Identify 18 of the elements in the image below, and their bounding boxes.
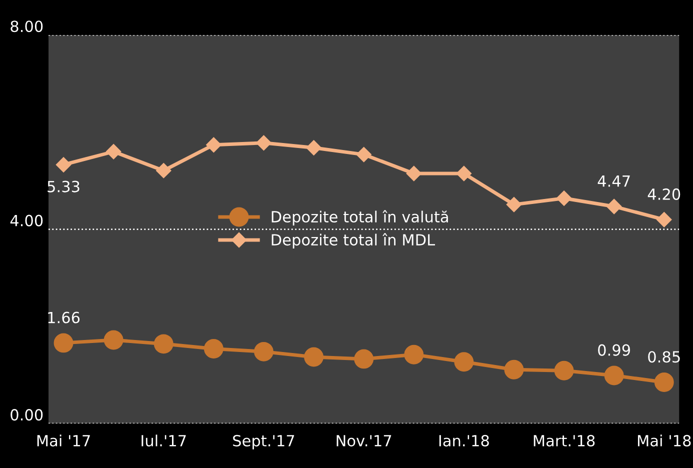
x-tick-label: Nov.'17 xyxy=(336,435,392,446)
y-tick-label: 4.00 xyxy=(10,214,43,226)
legend-label: Depozite total în valută xyxy=(272,210,448,226)
x-tick-label: Sept.'17 xyxy=(233,434,294,450)
x-tick-label: Ian.'18 xyxy=(439,434,489,446)
x-tick-label: Mart.'18 xyxy=(534,434,595,446)
legend-label: Depozite total în MDL xyxy=(272,233,435,249)
data-label: 4.47 xyxy=(598,176,630,187)
x-tick-label: Mai '17 xyxy=(37,434,90,446)
y-tick-label: 0.00 xyxy=(10,409,43,421)
data-label: 0.99 xyxy=(598,344,630,356)
data-label: 1.66 xyxy=(48,312,80,324)
data-label: 5.33 xyxy=(48,180,80,192)
data-label: 0.85 xyxy=(648,351,680,363)
x-tick-label: Mai '18 xyxy=(638,434,691,446)
x-tick-label: Iul.'17 xyxy=(142,434,186,446)
y-tick-label: 8.00 xyxy=(10,20,43,32)
data-label: 4.20 xyxy=(648,188,680,200)
